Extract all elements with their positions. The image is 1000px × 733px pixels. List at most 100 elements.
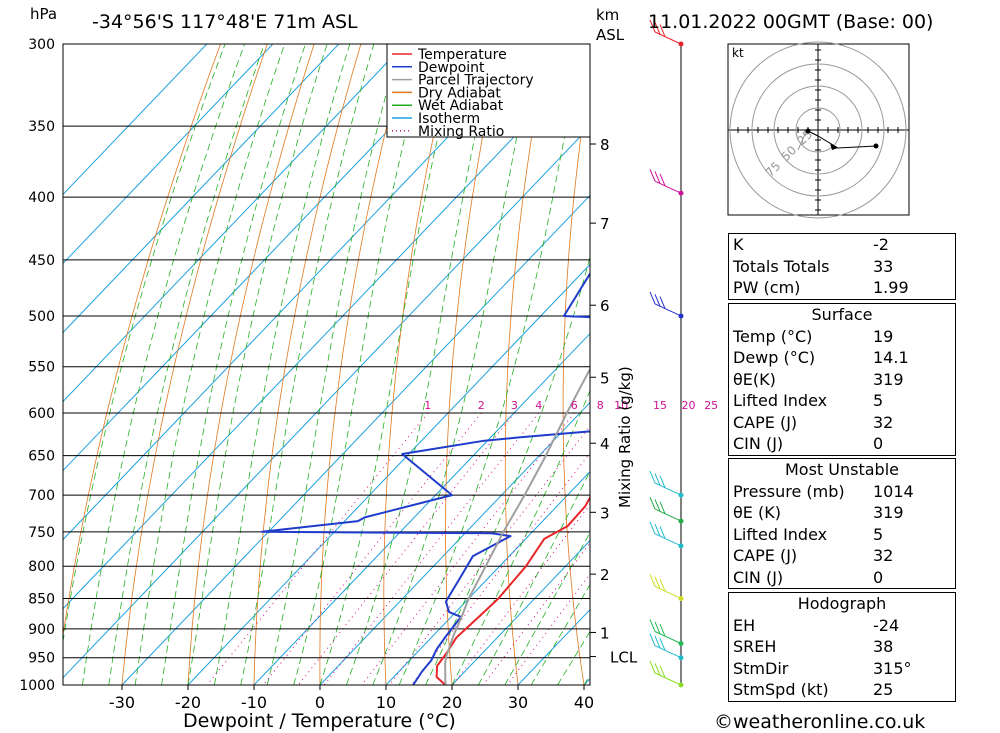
- pressure-tick-label: 300: [28, 37, 55, 53]
- y-axis-label: Mixing Ratio (g/kg): [616, 366, 634, 508]
- location-title: -34°56'S 117°48'E 71m ASL: [92, 11, 358, 33]
- hodograph-table: Hodograph EH -24 SREH 38 StmDir 315° StmSpd…: [728, 592, 956, 702]
- km-tick-label: 1: [600, 624, 610, 642]
- wind-barb-icon: [649, 470, 682, 496]
- wet-adiabat-line: [293, 44, 429, 685]
- wind-barb-icon: [649, 19, 682, 45]
- pressure-tick-label: 700: [28, 488, 55, 504]
- mixing-ratio-line: [411, 452, 590, 685]
- isotherm-line: [121, 194, 590, 685]
- km-tick-label: 2: [600, 566, 610, 584]
- mixing-ratio-label: 20: [682, 399, 696, 412]
- legend-label: Wet Adiabat: [418, 98, 504, 114]
- pressure-tick-label: 750: [28, 525, 55, 541]
- km-tick-label: 8: [600, 136, 610, 154]
- km-tick-label: 6: [600, 297, 610, 315]
- legend-label: Isotherm: [418, 111, 480, 127]
- wet-adiabat-line: [240, 44, 375, 685]
- km-tick-label: 5: [600, 369, 610, 387]
- wet-adiabat-line: [266, 44, 401, 685]
- wet-adiabat-line: [187, 44, 328, 685]
- legend-box: [386, 43, 591, 138]
- x-tick-label: 40: [574, 693, 594, 712]
- wind-barb-icon: [649, 619, 682, 644]
- hodograph-trace-storm: [797, 131, 807, 151]
- index-row-pw: PW (cm) 1.99: [733, 278, 909, 297]
- legend-label: Parcel Trajectory: [418, 73, 534, 89]
- wet-adiabat-line: [346, 44, 496, 685]
- km-label: km: [596, 6, 619, 24]
- isotherm-line: [63, 44, 472, 472]
- mixing-ratio-label: 3: [511, 399, 518, 412]
- mixing-ratio-line: [206, 412, 429, 685]
- isotherm-line: [63, 56, 590, 610]
- mixing-ratio-label: 6: [571, 399, 578, 412]
- dry-adiabat-line: [253, 44, 362, 685]
- wind-barb-icon: [649, 496, 682, 522]
- isotherm-line: [187, 263, 590, 685]
- copyright-footer[interactable]: ©weatheronline.co.uk: [714, 711, 926, 733]
- series-dewpoint: [260, 271, 590, 685]
- isotherm-line: [385, 470, 590, 685]
- legend-label: Temperature: [417, 47, 507, 63]
- hodograph-ring: [773, 85, 863, 175]
- isotherm-line: [63, 44, 340, 334]
- mixing-ratio-line: [452, 503, 590, 685]
- pressure-tick-label: 350: [28, 119, 55, 135]
- hodograph-trace: [807, 130, 877, 149]
- pressure-tick-label: 650: [28, 449, 55, 465]
- wet-adiabat-line: [134, 44, 285, 685]
- series-parcel-trajectory: [444, 367, 590, 685]
- surface-table: Surface Temp (°C) 19 Dewp (°C) 14.1 θE(K) 3…: [728, 303, 956, 456]
- km-tick-label: 4: [600, 435, 610, 453]
- pressure-tick-label: 450: [28, 253, 55, 269]
- mixing-ratio-label: 10: [614, 399, 628, 412]
- hodograph-point: [873, 143, 879, 149]
- dry-adiabat-line: [121, 44, 268, 685]
- pressure-tick-label: 550: [28, 360, 55, 376]
- plot-frame: [62, 43, 591, 686]
- wet-adiabat-line: [478, 470, 590, 685]
- km-tick-label: 3: [600, 504, 610, 522]
- legend-label: Dry Adiabat: [418, 85, 501, 101]
- wind-barb-icon: [649, 574, 682, 599]
- dry-adiabat-line: [319, 44, 408, 685]
- mixing-ratio-line: [323, 412, 540, 685]
- pressure-tick-label: 800: [28, 559, 55, 575]
- hpa-label: hPa: [30, 5, 57, 23]
- pressure-tick-label: 850: [28, 592, 55, 608]
- legend-label: Mixing Ratio: [418, 124, 504, 140]
- isotherm-line: [253, 332, 590, 685]
- wind-barb-icon: [649, 633, 682, 659]
- wind-barb-icon: [649, 660, 682, 686]
- wet-adiabat-line: [214, 44, 351, 685]
- wind-barb-icon: [649, 168, 682, 194]
- datetime-title: 11.01.2022 00GMT (Base: 00): [648, 11, 933, 33]
- isotherm-line: [63, 44, 208, 196]
- index-row-tt: Totals Totals 33: [733, 256, 894, 276]
- x-tick-label: 20: [442, 693, 462, 712]
- hodograph-ring: [729, 41, 907, 219]
- index-row-k: K -2: [733, 235, 889, 254]
- legend-label: Dewpoint: [418, 60, 485, 76]
- mixing-ratio-label: 25: [704, 399, 718, 412]
- pressure-tick-label: 600: [28, 406, 55, 422]
- surface-title: Surface: [811, 305, 873, 324]
- most-unstable-table: Most Unstable Pressure (mb) 1014 θE (K) 31…: [728, 458, 956, 589]
- mixing-ratio-label: 1: [424, 399, 431, 412]
- x-tick-label: -20: [175, 693, 201, 712]
- hodograph-ring: [795, 107, 841, 153]
- hodograph-ring: [751, 63, 885, 197]
- most-unstable-title: Most Unstable: [785, 460, 899, 479]
- wet-adiabat-line: [451, 389, 590, 685]
- dry-adiabat-line: [187, 44, 315, 685]
- isotherm-line: [63, 125, 590, 679]
- hodograph-unit-label: kt: [732, 46, 744, 60]
- mixing-ratio-label: 4: [535, 399, 542, 412]
- x-tick-label: 30: [508, 693, 528, 712]
- pressure-tick-label: 400: [28, 190, 55, 206]
- dry-adiabat-line: [504, 44, 549, 685]
- isotherm-line: [319, 401, 590, 685]
- hodograph-title: Hodograph: [797, 594, 887, 613]
